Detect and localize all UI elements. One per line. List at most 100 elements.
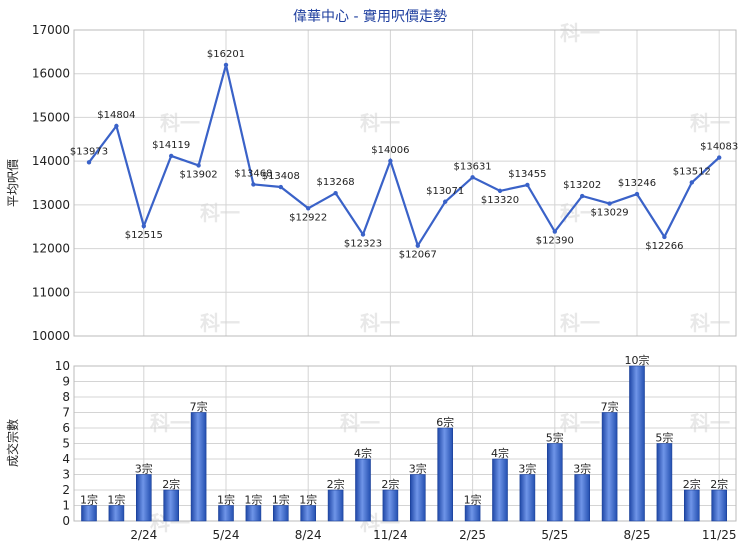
price-point <box>580 193 585 199</box>
transaction-bar <box>163 489 179 522</box>
bar-data-label: 1宗 <box>80 493 98 507</box>
price-point <box>470 175 475 180</box>
watermark-text: 科一 <box>690 311 730 335</box>
watermark-text: 科一 <box>560 311 600 335</box>
bar-data-label: 1宗 <box>272 493 290 507</box>
transaction-bar <box>355 458 371 522</box>
price-data-label: $12390 <box>536 236 574 247</box>
watermark-text: 科一 <box>560 21 600 45</box>
price-line-chart: 10000 11000 12000 13000 14000 15000 16000 17000… <box>32 23 738 343</box>
transaction-bar <box>683 489 700 522</box>
price-point <box>552 229 557 234</box>
price-point <box>689 180 694 185</box>
x-tick-label: 8/25 <box>624 528 651 542</box>
y-tick-label: 3 <box>62 468 70 482</box>
bar-data-label: 4宗 <box>354 446 372 460</box>
price-point <box>415 243 420 248</box>
transaction-bar <box>81 505 97 522</box>
price-data-label: $13468 <box>234 168 272 179</box>
price-point <box>141 223 146 229</box>
bar-data-label: 1宗 <box>107 493 125 507</box>
x-tick-label: 11/24 <box>373 528 408 542</box>
price-point <box>86 160 92 165</box>
price-point <box>607 201 612 206</box>
price-point <box>662 234 667 240</box>
price-point <box>196 163 201 168</box>
price-data-label: $13246 <box>618 178 656 189</box>
bar-data-label: 7宗 <box>601 400 619 414</box>
price-data-label: $12515 <box>125 230 163 241</box>
price-series-line <box>88 64 720 249</box>
price-point <box>717 155 722 160</box>
bar-data-label: 10宗 <box>625 353 650 367</box>
bar-data-label: 2宗 <box>327 477 345 491</box>
transaction-bar <box>300 505 317 522</box>
price-data-label: $13029 <box>591 208 629 219</box>
y-tick-label: 13000 <box>32 198 70 212</box>
y-tick-label: 5 <box>62 437 70 451</box>
price-data-label: $13902 <box>180 169 218 180</box>
y-tick-label: 9 <box>62 375 70 389</box>
transaction-bar <box>245 505 262 522</box>
bar-data-label: 2宗 <box>683 477 701 491</box>
price-data-label: $13455 <box>508 169 546 180</box>
bar-data-label: 3宗 <box>518 462 536 476</box>
price-data-label: $13071 <box>426 186 464 197</box>
y-tick-label: 0 <box>62 514 70 528</box>
y-tick-label: 1 <box>62 499 70 513</box>
y-tick-label: 7 <box>62 406 70 420</box>
bar-data-label: 2宗 <box>381 477 399 491</box>
watermark-text: 科一 <box>560 411 600 435</box>
top-y-axis-label: 平均呎價 <box>6 159 20 207</box>
price-data-label: $13320 <box>481 195 519 206</box>
price-data-label: $14119 <box>152 140 190 151</box>
price-data-label: $13631 <box>454 161 492 172</box>
transaction-bar <box>437 427 454 522</box>
watermark-text: 科一 <box>360 311 400 335</box>
transaction-bar <box>409 474 426 522</box>
price-point <box>388 158 393 164</box>
price-point <box>223 62 229 68</box>
price-point <box>251 182 256 187</box>
bar-data-label: 3宗 <box>135 462 153 476</box>
watermark-text: 科一 <box>340 411 380 435</box>
x-tick-label: 2/25 <box>459 528 486 542</box>
bar-data-label: 4宗 <box>491 446 509 460</box>
bar-data-label: 2宗 <box>710 477 728 491</box>
bar-data-label: 5宗 <box>655 431 673 445</box>
plot-frame <box>73 29 737 337</box>
transaction-bar <box>601 412 618 522</box>
x-tick-label: 5/25 <box>541 528 568 542</box>
y-tick-label: 14000 <box>32 154 70 168</box>
price-data-label: $13512 <box>673 166 711 177</box>
y-tick-label: 4 <box>62 452 70 466</box>
price-data-label: $12922 <box>289 212 327 223</box>
bar-data-label: 3宗 <box>573 462 591 476</box>
bar-data-label: 5宗 <box>546 431 564 445</box>
y-tick-label: 11000 <box>32 285 70 299</box>
x-tick-label: 8/24 <box>295 528 322 542</box>
price-data-label: $14083 <box>700 142 738 153</box>
transaction-bar <box>574 474 591 522</box>
price-point <box>114 123 119 129</box>
watermark-text: 科一 <box>360 111 400 135</box>
price-point <box>333 190 338 196</box>
x-tick-label: 2/24 <box>130 528 157 542</box>
watermark-text: 科一 <box>160 111 200 135</box>
price-data-label: $13408 <box>262 171 300 182</box>
watermark-text: 科一 <box>150 411 190 435</box>
transaction-bar <box>327 489 344 522</box>
transaction-bar <box>190 412 207 522</box>
y-tick-label: 6 <box>62 421 70 435</box>
plot-frame <box>73 365 737 522</box>
bar-data-label: 1宗 <box>299 493 317 507</box>
transaction-bar <box>464 505 481 522</box>
bar-data-label: 1宗 <box>217 493 235 507</box>
price-point <box>634 191 640 197</box>
y-tick-label: 12000 <box>32 242 70 256</box>
transaction-bar <box>711 489 728 522</box>
price-data-label: $14006 <box>371 145 409 156</box>
bar-data-label: 6宗 <box>436 415 454 429</box>
